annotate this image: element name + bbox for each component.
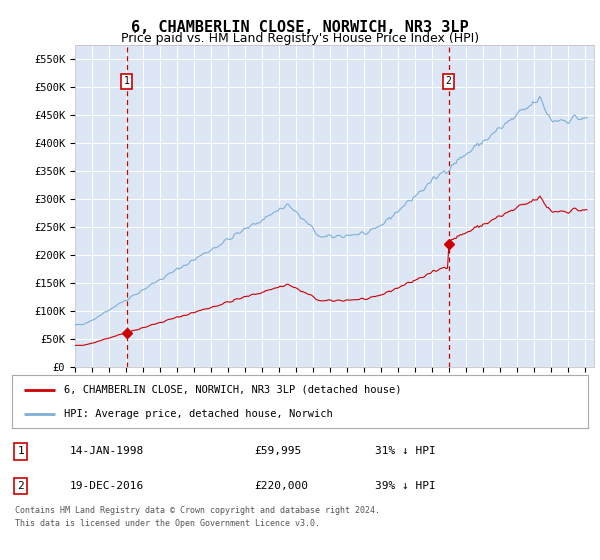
Text: Contains HM Land Registry data © Crown copyright and database right 2024.
This d: Contains HM Land Registry data © Crown c… bbox=[15, 506, 380, 528]
Text: 31% ↓ HPI: 31% ↓ HPI bbox=[375, 446, 436, 456]
Text: 19-DEC-2016: 19-DEC-2016 bbox=[70, 481, 144, 491]
Text: 2: 2 bbox=[446, 76, 452, 86]
Text: Price paid vs. HM Land Registry's House Price Index (HPI): Price paid vs. HM Land Registry's House … bbox=[121, 32, 479, 45]
Text: HPI: Average price, detached house, Norwich: HPI: Average price, detached house, Norw… bbox=[64, 409, 332, 419]
Text: £59,995: £59,995 bbox=[254, 446, 301, 456]
Text: £220,000: £220,000 bbox=[254, 481, 308, 491]
Text: 1: 1 bbox=[124, 76, 130, 86]
Text: 1: 1 bbox=[17, 446, 24, 456]
Text: 6, CHAMBERLIN CLOSE, NORWICH, NR3 3LP: 6, CHAMBERLIN CLOSE, NORWICH, NR3 3LP bbox=[131, 20, 469, 35]
Text: 39% ↓ HPI: 39% ↓ HPI bbox=[375, 481, 436, 491]
Text: 2: 2 bbox=[17, 481, 24, 491]
Text: 6, CHAMBERLIN CLOSE, NORWICH, NR3 3LP (detached house): 6, CHAMBERLIN CLOSE, NORWICH, NR3 3LP (d… bbox=[64, 385, 401, 395]
Text: 14-JAN-1998: 14-JAN-1998 bbox=[70, 446, 144, 456]
